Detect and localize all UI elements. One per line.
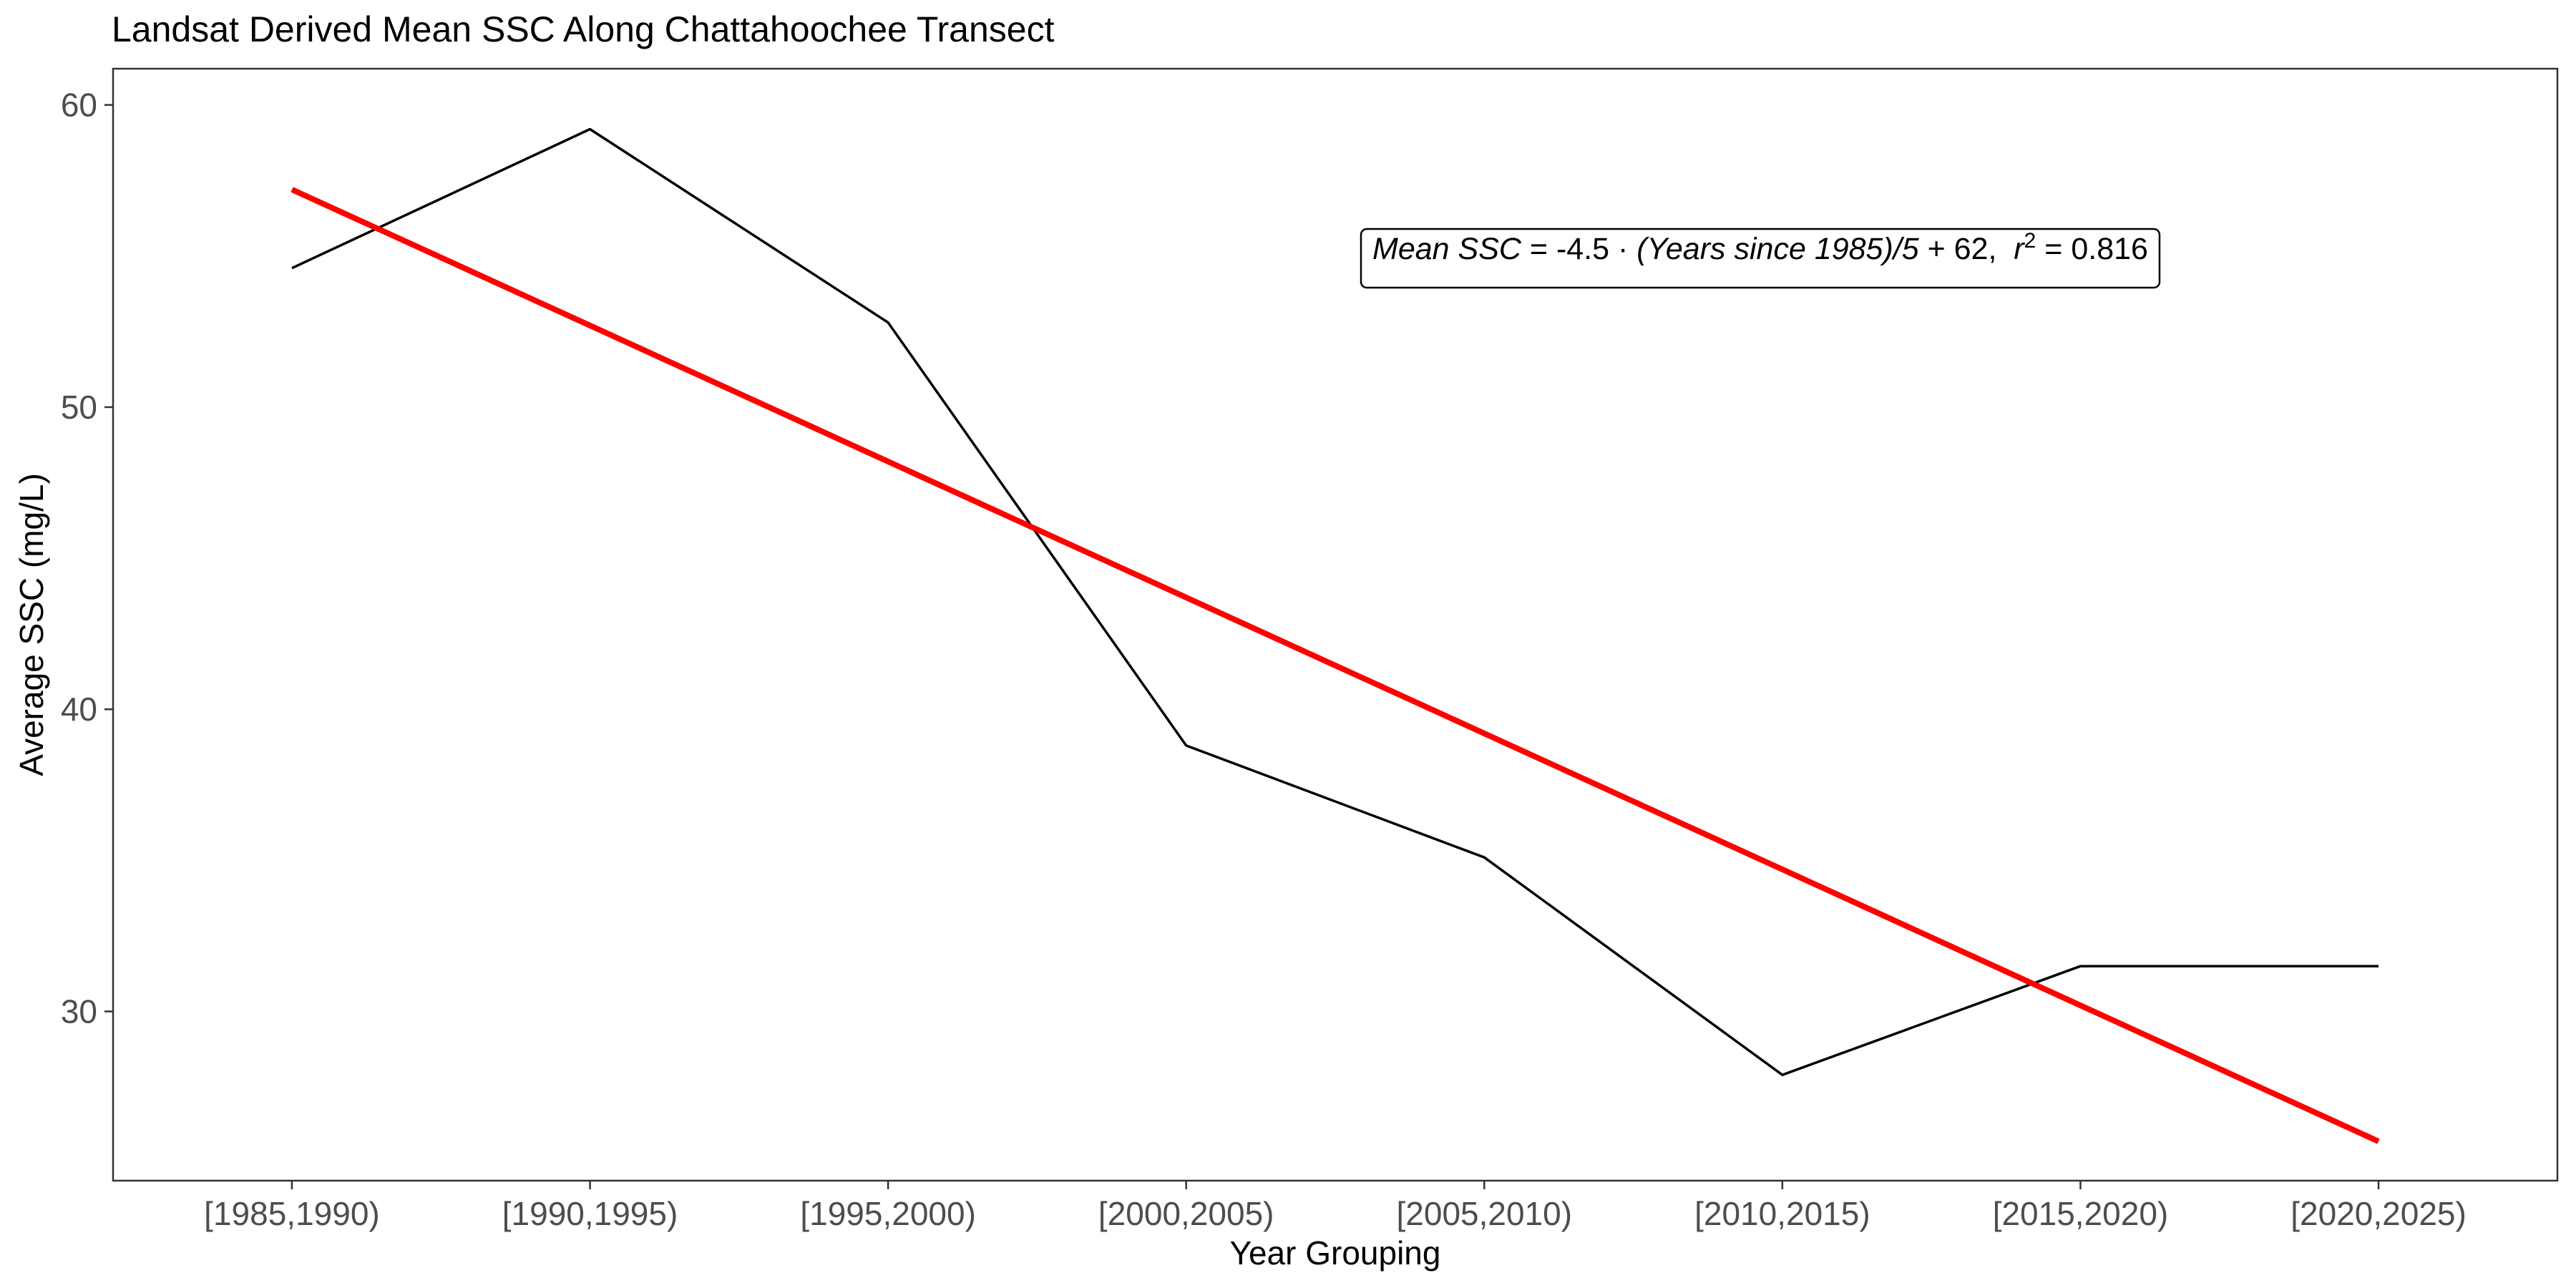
- plot-panel: [112, 67, 2559, 1182]
- annotation-part-1: = -4.5 ·: [1521, 232, 1636, 266]
- x-tick-label-5: [2010,2015): [1694, 1195, 1870, 1232]
- y-tick-label-3: 60: [61, 87, 97, 124]
- annotation-part-6: = 0.816: [2036, 232, 2148, 266]
- annotation-part-2: (Years since 1985)/5: [1636, 232, 1919, 266]
- annotation-part-5: 2: [2024, 229, 2036, 253]
- x-tick-label-6: [2015,2020): [1993, 1195, 2169, 1232]
- y-tick-label-2: 50: [61, 389, 97, 426]
- annotation-box: [1360, 228, 2161, 289]
- x-tick-label-7: [2020,2025): [2290, 1195, 2467, 1232]
- y-tick-label-0: 30: [61, 993, 97, 1030]
- x-axis-title: Year Grouping: [1230, 1234, 1441, 1272]
- chart-title: Landsat Derived Mean SSC Along Chattahoo…: [112, 9, 1055, 49]
- x-tick-label-3: [2000,2005): [1098, 1195, 1274, 1232]
- y-axis-title: Average SSC (mg/L): [13, 473, 50, 776]
- x-tick-label-1: [1990,1995): [502, 1195, 678, 1232]
- annotation-text: Mean SSC = -4.5 · (Years since 1985)/5 +…: [1372, 229, 2148, 267]
- y-tick-label-1: 40: [61, 691, 97, 728]
- x-tick-label-2: [1995,2000): [800, 1195, 976, 1232]
- series-layer: [291, 127, 2380, 1144]
- x-tick-label-0: [1985,1990): [204, 1195, 380, 1232]
- x-axis: [1985,1990) [1990,1995) [1995,2000) [2000,2…: [204, 1181, 2467, 1232]
- x-tick-label-4: [2005,2010): [1397, 1195, 1573, 1232]
- y-axis: 30 40 50 60: [61, 87, 113, 1030]
- regression-annotation: Mean SSC = -4.5 · (Years since 1985)/5 +…: [1360, 228, 2161, 289]
- annotation-part-4: r: [2014, 232, 2025, 266]
- annotation-part-0: Mean SSC: [1372, 232, 1522, 266]
- regression-line: [291, 187, 2380, 1144]
- annotation-part-3: + 62,: [1919, 232, 2014, 266]
